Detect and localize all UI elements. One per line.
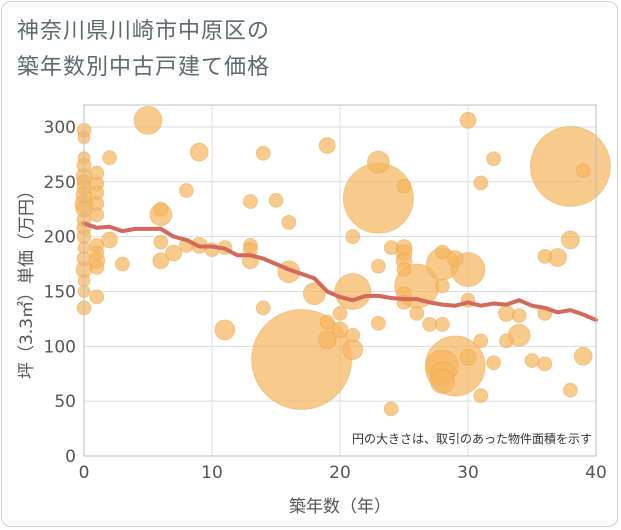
data-bubble (115, 256, 130, 272)
data-bubble (345, 229, 361, 245)
size-note: 円の大きさは、取引のあった物件面積を示す (352, 431, 592, 446)
bubble-series (74, 105, 611, 417)
data-bubble (89, 259, 105, 275)
plot-border (83, 104, 597, 457)
data-bubble (332, 306, 348, 321)
data-bubble (178, 183, 194, 198)
data-bubble (153, 234, 169, 250)
data-bubble (473, 333, 489, 349)
y-tick-label: 200 (44, 228, 76, 248)
data-bubble (268, 193, 284, 208)
data-bubble (214, 319, 236, 341)
data-bubble (498, 333, 514, 349)
data-bubble (537, 356, 553, 372)
data-bubble (133, 105, 163, 135)
data-bubble (573, 346, 593, 366)
data-bubble (89, 245, 105, 261)
data-bubble (497, 305, 515, 322)
data-bubble (383, 240, 399, 255)
y-tick-label: 250 (44, 173, 76, 193)
data-bubble (537, 248, 553, 264)
data-bubble (334, 273, 372, 310)
data-bubble (446, 250, 464, 267)
y-axis-title: 坪（3.3㎡）単価（万円） (17, 182, 37, 379)
data-bubble (563, 382, 578, 398)
data-bubble (486, 151, 502, 167)
data-bubble (189, 142, 209, 162)
data-bubble (524, 353, 540, 368)
data-bubble (302, 282, 326, 306)
data-bubble (281, 214, 297, 230)
data-bubble (89, 207, 105, 223)
data-bubble (165, 244, 183, 262)
data-bubble (255, 300, 271, 316)
data-bubble (434, 278, 450, 294)
data-bubble (434, 316, 450, 332)
data-bubble (366, 150, 390, 174)
data-bubble (530, 126, 611, 207)
data-bubble (318, 137, 336, 154)
data-bubble (152, 252, 170, 270)
data-bubble (409, 306, 425, 321)
data-bubble (486, 355, 502, 371)
data-bubble (102, 150, 117, 166)
data-bubble (89, 289, 105, 305)
data-bubble (459, 348, 477, 366)
trend-line (82, 221, 598, 322)
data-bubble (153, 201, 169, 217)
data-bubble (345, 327, 361, 343)
data-bubble (370, 258, 386, 274)
x-axis-title: 築年数（年） (289, 497, 391, 517)
data-bubble (396, 178, 412, 194)
data-bubble (319, 314, 335, 330)
y-tick-label: 100 (44, 337, 76, 357)
data-bubble (383, 401, 399, 417)
data-bubble (434, 244, 450, 260)
data-bubble (473, 388, 489, 404)
data-bubble (396, 262, 412, 277)
x-tick-label: 30 (457, 463, 479, 483)
chart-title: 神奈川県川崎市中原区の 築年数別中古戸建て価格 (17, 19, 271, 80)
data-bubble (370, 315, 386, 331)
x-tick-label: 20 (329, 463, 351, 483)
data-bubble (422, 316, 438, 332)
tick-labels: 0 10 20 30 40 0 50 100 150 200 250 300 (44, 118, 607, 483)
y-tick-label: 300 (44, 118, 76, 138)
x-tick-label: 0 (79, 463, 90, 483)
data-bubble (511, 308, 527, 324)
y-tick-label: 0 (65, 447, 76, 467)
y-tick-label: 150 (44, 282, 76, 302)
data-bubble (317, 330, 337, 350)
x-tick-label: 10 (201, 463, 223, 483)
x-tick-label: 40 (585, 463, 607, 483)
data-bubble (473, 175, 489, 191)
data-bubble (459, 111, 477, 129)
data-bubble (561, 230, 580, 250)
data-bubble (342, 162, 414, 234)
y-tick-label: 50 (54, 392, 76, 412)
data-bubble (575, 163, 591, 179)
data-bubble (255, 145, 271, 161)
data-bubble (242, 194, 258, 209)
data-bubble (429, 369, 455, 394)
